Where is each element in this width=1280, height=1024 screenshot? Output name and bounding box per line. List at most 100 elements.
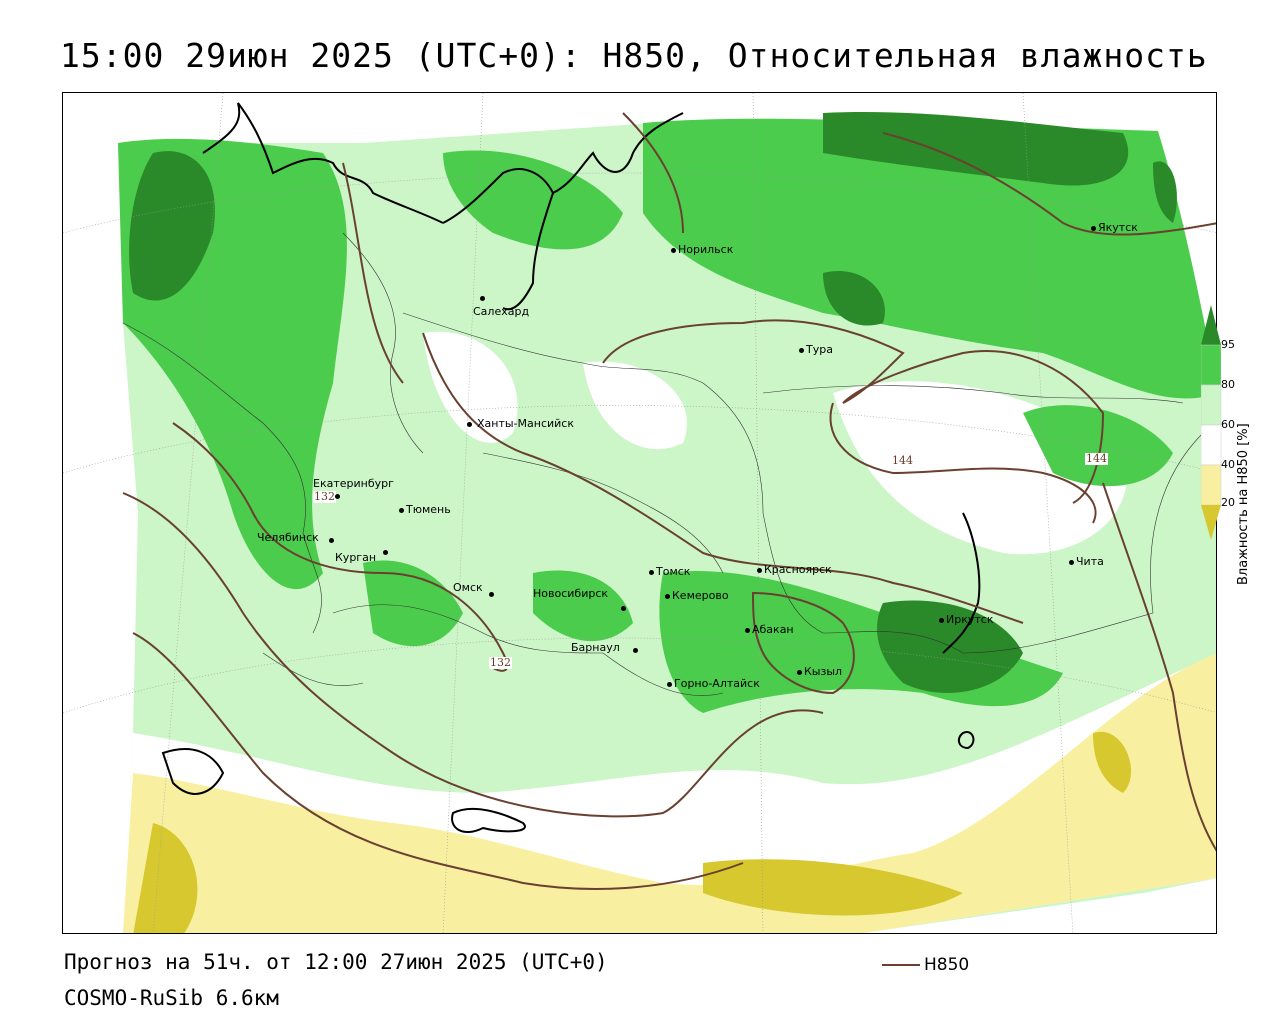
city-marker: Кемерово xyxy=(665,589,729,602)
dry-area xyxy=(423,331,518,443)
city-label: Новосибирск xyxy=(533,587,609,600)
legend-tick: 95 xyxy=(1221,338,1235,351)
city-dot xyxy=(399,507,404,513)
map-title: 15:00 29июн 2025 (UTC+0): H850, Относите… xyxy=(60,36,1208,75)
city-label: Норильск xyxy=(678,243,734,256)
very-dry-area xyxy=(1093,731,1132,793)
city-label-wrap: Ханты-Мансийск xyxy=(477,417,574,430)
city-dot xyxy=(745,627,750,633)
city-label: Тура xyxy=(806,343,833,356)
city-marker: Горно-Алтайск xyxy=(667,677,760,690)
model-name: COSMO-RuSib 6.6км xyxy=(64,986,279,1010)
city-marker xyxy=(467,417,474,430)
city-dot xyxy=(939,617,944,623)
legend-swatch-20 xyxy=(1201,464,1222,506)
city-marker: Абакан xyxy=(745,623,794,636)
city-marker: Кызыл xyxy=(797,665,842,678)
very-moist-area xyxy=(129,151,215,301)
very-moist-area xyxy=(1153,161,1177,223)
city-marker xyxy=(383,545,390,558)
very-dry-area xyxy=(123,653,1216,933)
city-label: Кызыл xyxy=(804,665,843,678)
legend-colorbar xyxy=(1201,305,1222,540)
city-marker: Тура xyxy=(799,343,833,356)
contour-line-sample xyxy=(882,964,920,966)
city-dot xyxy=(335,493,340,499)
moist-area xyxy=(363,560,463,647)
city-dot xyxy=(467,421,472,427)
city-dot xyxy=(383,549,388,555)
city-dot xyxy=(633,647,638,653)
city-dot xyxy=(649,569,654,575)
city-marker: Тюмень xyxy=(399,503,451,516)
moist-area xyxy=(443,150,623,250)
city-dot xyxy=(489,591,494,597)
city-label: Горно-Алтайск xyxy=(674,677,760,690)
city-dot xyxy=(667,681,672,687)
very-moist-area xyxy=(823,271,885,326)
city-dot xyxy=(1069,559,1074,565)
city-label-wrap: Салехард xyxy=(473,305,529,318)
legend-tick: 40 xyxy=(1221,458,1235,471)
contour-label: 132 xyxy=(313,490,336,503)
city-marker: Иркутск xyxy=(939,613,993,626)
city-label: Курган xyxy=(335,551,377,564)
very-dry-area xyxy=(703,859,963,916)
contour-label: 132 xyxy=(489,656,512,669)
city-label: Омск xyxy=(453,581,483,594)
city-dot xyxy=(671,247,676,253)
city-label: Кемерово xyxy=(672,589,729,602)
map-canvas xyxy=(63,93,1216,933)
city-label: Барнаул xyxy=(571,641,620,654)
region-borders xyxy=(122,232,1204,696)
city-marker: Чита xyxy=(1069,555,1104,568)
city-marker xyxy=(489,587,496,600)
city-dot xyxy=(1091,225,1096,231)
very-dry-area xyxy=(133,823,198,933)
city-label: Челябинск xyxy=(257,531,319,544)
contour-label: 144 xyxy=(891,454,914,467)
legend-swatch-60 xyxy=(1201,384,1222,426)
humidity-map[interactable]: 132 132 144 144 Норильск Якутск Салехард… xyxy=(62,92,1217,934)
contour-label: 144 xyxy=(1085,452,1108,465)
city-marker xyxy=(621,601,628,614)
city-marker xyxy=(633,643,640,656)
city-dot xyxy=(797,669,802,675)
city-label: Салехард xyxy=(473,305,530,318)
legend-tick: 60 xyxy=(1221,418,1235,431)
moist-area xyxy=(533,570,633,642)
coastline xyxy=(161,102,981,833)
city-label: Томск xyxy=(656,565,691,578)
city-label: Чита xyxy=(1076,555,1104,568)
legend-tick: 80 xyxy=(1221,378,1235,391)
city-label-wrap: Курган xyxy=(335,551,376,564)
moist-area xyxy=(1023,405,1173,487)
very-moist-area xyxy=(823,112,1129,186)
legend-swatch-low xyxy=(1201,505,1221,540)
city-dot xyxy=(757,567,762,573)
city-label: Иркутск xyxy=(946,613,994,626)
city-label: Ханты-Мансийск xyxy=(477,417,574,430)
moist-area xyxy=(643,118,1216,399)
city-label: Якутск xyxy=(1098,221,1138,234)
city-dot xyxy=(480,295,485,301)
city-dot xyxy=(329,537,334,543)
legend-swatch-80 xyxy=(1201,344,1222,386)
city-label: Красноярск xyxy=(764,563,832,576)
city-label-wrap: Омск xyxy=(453,581,483,594)
legend-tick: 20 xyxy=(1221,496,1235,509)
city-marker xyxy=(335,489,342,502)
dry-area xyxy=(583,361,687,450)
legend-title: Влажность на H850 [%] xyxy=(1236,423,1251,585)
forecast-info: Прогноз на 51ч. от 12:00 27июн 2025 (UTC… xyxy=(64,950,608,974)
city-marker: Якутск xyxy=(1091,221,1138,234)
city-marker: Норильск xyxy=(671,243,733,256)
city-label: Абакан xyxy=(752,623,794,636)
city-marker: Красноярск xyxy=(757,563,832,576)
city-dot xyxy=(665,593,670,599)
city-label-wrap: Новосибирск xyxy=(533,587,608,600)
city-dot xyxy=(799,347,804,353)
legend-swatch-40 xyxy=(1201,424,1222,466)
city-marker xyxy=(329,533,336,546)
city-marker xyxy=(480,291,487,304)
